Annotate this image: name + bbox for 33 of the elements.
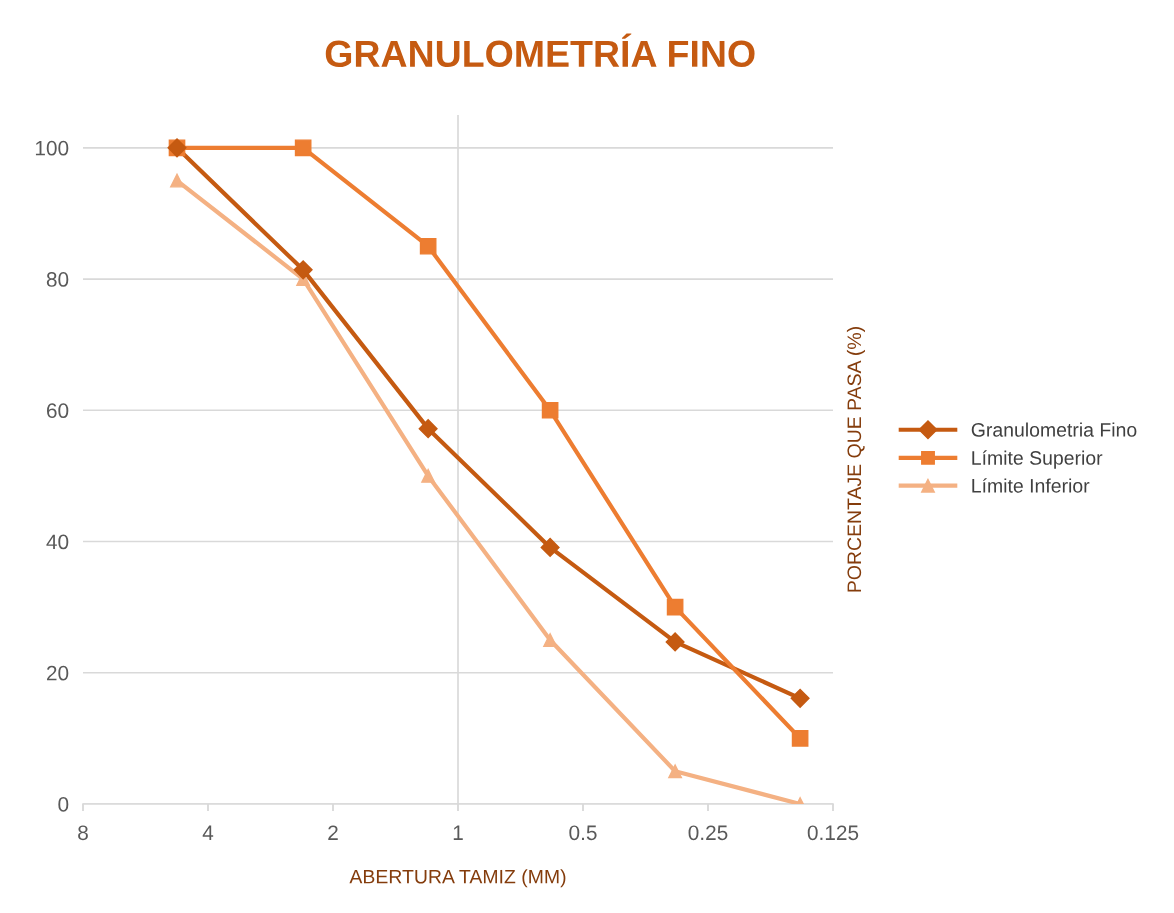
x-tick-label: 0.125 bbox=[807, 825, 859, 841]
point bbox=[294, 139, 312, 157]
point bbox=[170, 173, 184, 188]
point bbox=[665, 632, 685, 652]
point bbox=[666, 598, 684, 616]
point bbox=[791, 730, 809, 747]
point bbox=[668, 764, 683, 779]
x-tick-label: 1 bbox=[453, 825, 463, 840]
x-axis-title: ABERTURA TAMIZ (MM) bbox=[349, 869, 566, 888]
point bbox=[418, 419, 438, 439]
x-tick-label: 4 bbox=[202, 825, 214, 840]
y-tick-label: 0 bbox=[58, 797, 69, 812]
point bbox=[543, 633, 558, 647]
y-tick-label: 80 bbox=[46, 272, 69, 287]
point bbox=[541, 401, 559, 419]
legend-label: Granulometria Fino bbox=[971, 422, 1137, 437]
y-axis-title: PORCENTAJE QUE PASA (%) bbox=[846, 327, 866, 592]
y-tick-label: 60 bbox=[47, 403, 69, 419]
x-tick-label: 8 bbox=[78, 825, 88, 841]
y-tick-label: 100 bbox=[35, 140, 69, 156]
x-tick-label: 2 bbox=[328, 825, 338, 840]
chart-title: GRANULOMETRÍA FINO bbox=[325, 33, 755, 68]
y-tick-label: 20 bbox=[46, 665, 69, 681]
legend-label: Límite Inferior bbox=[972, 478, 1090, 493]
point bbox=[540, 537, 560, 557]
y-tick-label: 40 bbox=[46, 534, 69, 550]
x-tick-label: 0.25 bbox=[688, 825, 728, 841]
legend-label: Límite Superior bbox=[972, 450, 1103, 469]
point bbox=[419, 237, 437, 255]
point bbox=[293, 260, 313, 280]
x-tick-label: 0.5 bbox=[569, 825, 597, 841]
point bbox=[421, 468, 436, 483]
point bbox=[790, 688, 810, 708]
